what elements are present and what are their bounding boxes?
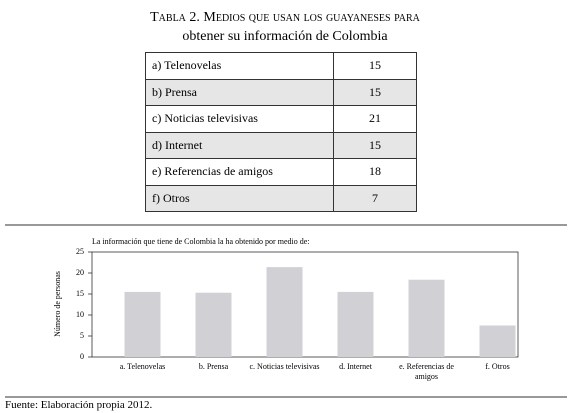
count-cell: 7: [333, 184, 417, 212]
medium-cell: b) Prensa: [145, 78, 334, 106]
x-tick-label: e. Referencias de amigos: [399, 362, 454, 381]
bar: [408, 279, 445, 357]
medium-cell: e) Referencias de amigos: [145, 158, 334, 186]
table: a) Telenovelas 15 b) Prensa 15 c) Noticias t…: [145, 52, 417, 212]
medium-cell: a) Telenovelas: [145, 52, 334, 80]
x-tick-label: d. Internet: [339, 362, 372, 371]
x-tick-label: b. Prensa: [198, 362, 229, 371]
count-cell: 15: [333, 131, 417, 159]
medium-cell: d) Internet: [145, 131, 334, 159]
y-tick-label: 5: [80, 331, 84, 340]
table-row: b) Prensa 15: [145, 78, 417, 106]
x-tick-label: a. Telenovelas: [119, 362, 166, 371]
plot-frame: [91, 251, 519, 358]
source: Fuente: Elaboración propia 2012.: [5, 399, 153, 411]
y-axis-label: Número de personas: [53, 271, 62, 337]
table-row: c) Noticias televisivas 21: [145, 105, 417, 133]
y-tick-label: 20: [76, 268, 84, 277]
count-cell: 21: [333, 105, 417, 133]
table-row: e) Referencias de amigos 18: [145, 158, 417, 186]
y-tick-label: 25: [76, 247, 84, 256]
bar: [195, 292, 232, 357]
bar: [266, 267, 303, 357]
bar: [124, 291, 161, 357]
medium-cell: c) Noticias televisivas: [145, 105, 334, 133]
y-tick-label: 15: [76, 289, 84, 298]
count-cell: 15: [333, 78, 417, 106]
table-row: d) Internet 15: [145, 131, 417, 159]
bar: [479, 325, 516, 357]
count-cell: 18: [333, 158, 417, 186]
medium-cell: f) Otros: [145, 184, 334, 212]
table-title: Tabla 2. Medios que usan los guayaneses …: [150, 10, 420, 44]
chart-title: La información que tiene de Colombia la …: [92, 237, 310, 246]
bar: [337, 291, 374, 357]
x-tick-label: c. Noticias televisivas: [249, 362, 320, 371]
y-tick-label: 0: [80, 352, 84, 361]
x-tick-label: f. Otros: [485, 362, 510, 371]
y-tick-label: 10: [76, 310, 84, 319]
table-row: f) Otros 7: [145, 184, 417, 212]
